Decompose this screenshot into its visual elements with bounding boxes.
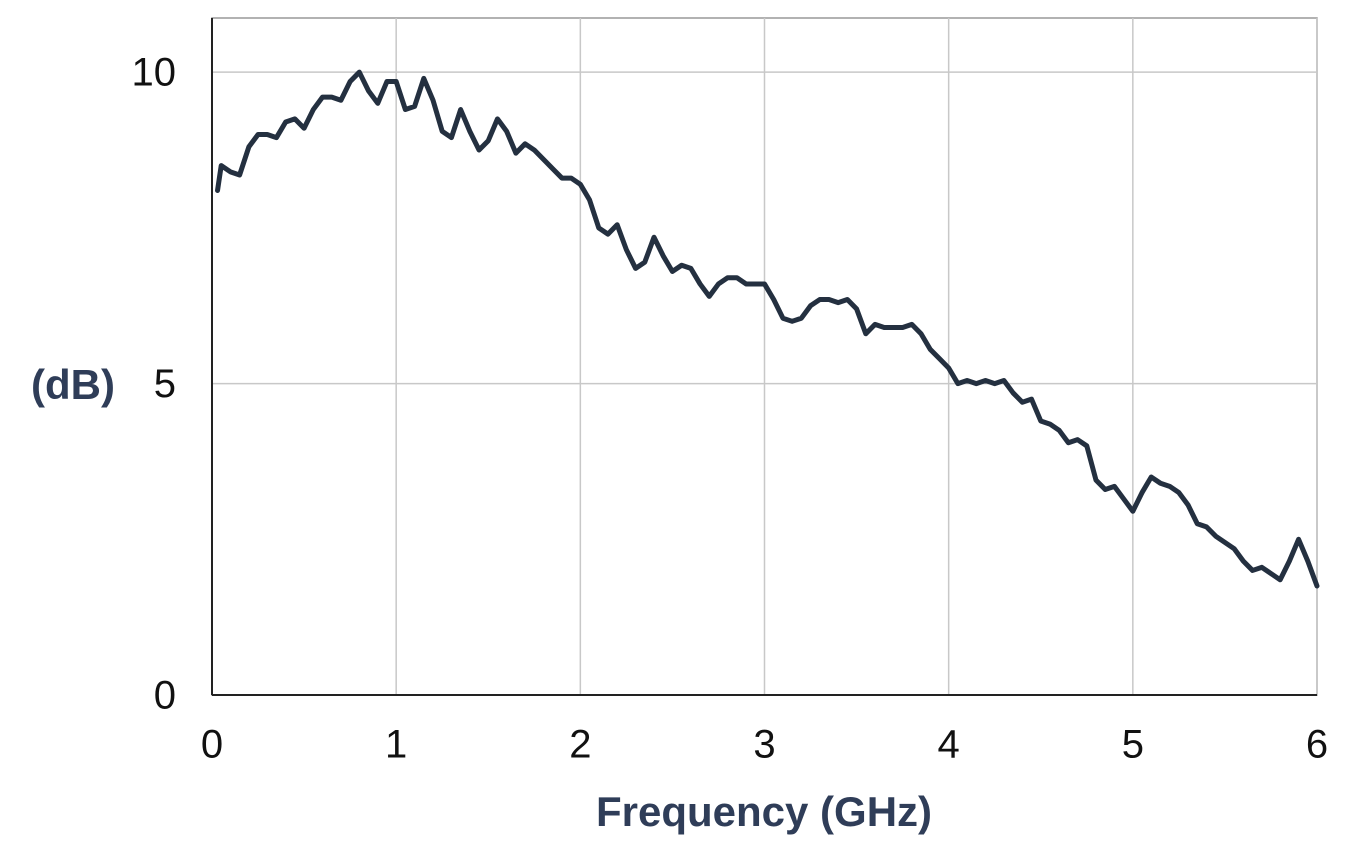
x-tick-label: 0 xyxy=(201,723,223,767)
x-axis-title: Frequency (GHz) xyxy=(596,788,932,835)
x-tick-label: 2 xyxy=(569,723,591,767)
x-tick-label: 1 xyxy=(385,723,407,767)
y-tick-label: 5 xyxy=(154,362,176,406)
x-tick-label: 6 xyxy=(1306,723,1328,767)
x-tick-label: 4 xyxy=(938,723,960,767)
x-tick-label: 5 xyxy=(1122,723,1144,767)
y-tick-label: 0 xyxy=(154,674,176,718)
data-line xyxy=(215,69,1320,589)
x-tick-label: 3 xyxy=(753,723,775,767)
y-tick-label: 10 xyxy=(132,51,177,95)
y-axis-title: (dB) xyxy=(31,361,115,408)
